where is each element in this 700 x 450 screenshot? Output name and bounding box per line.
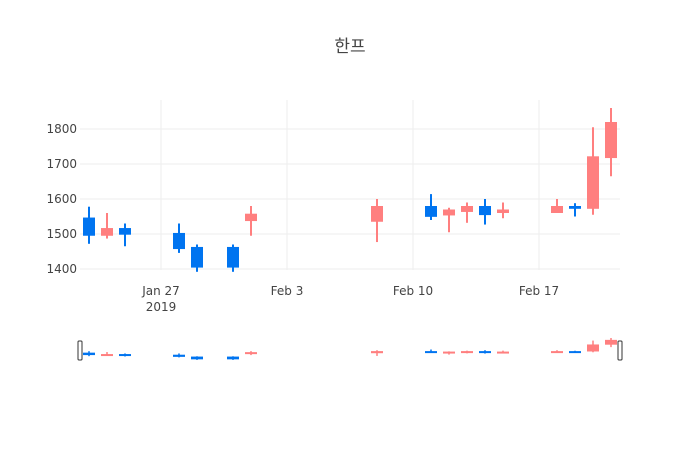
candle[interactable] <box>551 199 563 213</box>
candle[interactable] <box>101 213 113 239</box>
candle[interactable] <box>191 244 203 272</box>
candle[interactable] <box>371 199 383 243</box>
candle[interactable] <box>119 223 131 247</box>
candle[interactable] <box>569 203 581 217</box>
x-tick-label: Jan 27 <box>141 284 180 298</box>
candle[interactable] <box>425 194 437 220</box>
y-tick-label: 1400 <box>46 262 77 276</box>
candle[interactable] <box>227 244 239 272</box>
candle[interactable] <box>587 127 599 215</box>
candle[interactable] <box>443 207 455 233</box>
candle[interactable] <box>461 202 473 223</box>
range-slider-left-handle[interactable] <box>77 340 83 361</box>
range-slider[interactable] <box>77 338 623 361</box>
candle[interactable] <box>497 202 509 219</box>
candle[interactable] <box>245 206 257 236</box>
x-tick-label: Feb 17 <box>519 284 559 298</box>
y-tick-label: 1500 <box>46 227 77 241</box>
candle[interactable] <box>605 108 617 177</box>
candle[interactable] <box>479 199 491 225</box>
x-tick-label: Feb 3 <box>271 284 304 298</box>
y-tick-label: 1600 <box>46 192 77 206</box>
chart-title: 한프 <box>334 37 366 57</box>
gridlines <box>80 100 620 270</box>
candles[interactable] <box>83 108 617 272</box>
range-slider-right-handle[interactable] <box>617 340 623 361</box>
x-tick-label: Feb 10 <box>393 284 433 298</box>
x-tick-year: 2019 <box>146 300 177 314</box>
candle[interactable] <box>83 206 95 244</box>
y-tick-label: 1700 <box>46 157 77 171</box>
x-axis: Jan 27 2019 Feb 3 Feb 10 Feb 17 <box>141 284 559 314</box>
y-axis: 1400 1500 1600 1700 1800 <box>46 122 77 276</box>
y-tick-label: 1800 <box>46 122 77 136</box>
candle[interactable] <box>173 223 185 253</box>
